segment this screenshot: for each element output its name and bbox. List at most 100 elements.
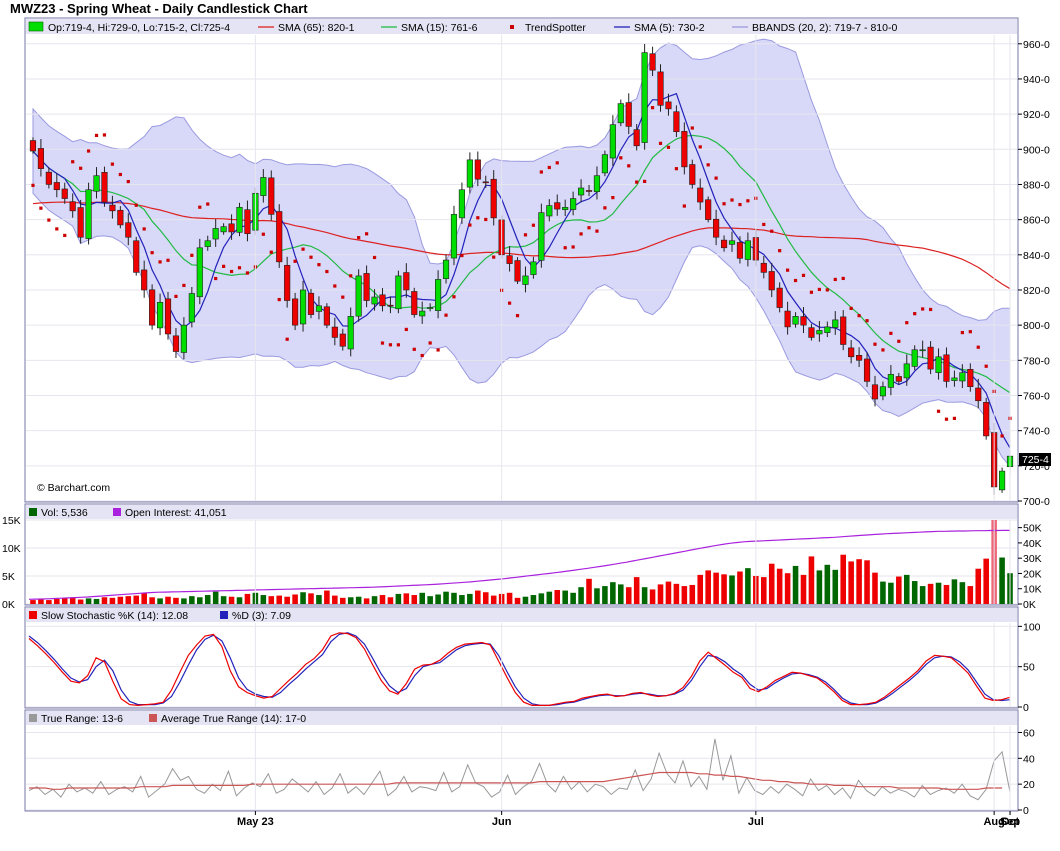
candle-body [331,326,338,338]
candle [554,194,561,216]
tr-legend-swatch [29,714,37,722]
trendspotter-marker [627,164,631,168]
candle [482,175,489,188]
candle [983,397,990,440]
trendspotter-marker [587,226,591,230]
volume-right-tick-label: 0K [1023,599,1036,611]
volume-bar [363,598,370,604]
price-tick-label: 760-0 [1023,390,1050,402]
volume-right-tick-label: 50K [1023,523,1042,535]
volume-bar [530,595,537,604]
candle-body [53,182,60,191]
volume-bar [379,595,386,604]
d-legend-swatch [220,611,228,619]
candle-body [156,301,164,329]
volume-bar [840,554,846,604]
candle [744,232,751,267]
trendspotter-marker [86,149,91,153]
oi-legend-swatch [113,508,121,516]
candle-body [204,240,211,247]
true-range-panel [24,709,1019,812]
candle-body [244,209,251,235]
x-tick-label: Sep [1000,816,1020,828]
candle-body [85,189,92,239]
volume-bar [30,600,36,604]
candle-body [77,207,84,238]
candle-body [403,272,410,291]
candle [832,311,839,335]
candle-body [681,131,688,168]
candle [395,270,402,314]
candle [601,150,608,177]
volume-bar [339,597,346,604]
candle-body [45,171,52,185]
price-legend-bar [26,19,1017,34]
volume-left-tick-label: 15K [2,515,21,527]
volume-legend-bar [26,505,1017,519]
candle-body [641,52,648,143]
volume-bar [403,593,410,604]
trendspotter-marker [380,341,385,345]
candle-body [879,386,887,397]
trendspotter-marker [63,233,67,238]
stochastic-lines [28,632,1011,707]
candle-body [347,316,354,350]
volume-bar [77,599,84,604]
candle-body [943,354,950,382]
trendspotter-marker [873,342,877,346]
trendspotter-marker [889,331,893,335]
trendspotter-marker [444,313,448,317]
true-range-lines [28,738,1011,801]
x-tick-label: Aug [983,816,1004,828]
candle [871,375,879,407]
trendspotter-marker [31,183,35,187]
candle [387,296,394,314]
volume-bar [872,572,878,604]
candle-body [355,275,362,317]
sma15-legend: SMA (15): 761-6 [401,22,478,34]
candle-body [522,275,529,285]
candle [705,196,712,223]
candle [522,266,529,293]
candle [697,178,704,210]
volume-bar [602,586,608,604]
trendspotter-marker [905,321,909,325]
volume-bar [189,596,195,604]
candle [228,214,235,240]
stochastic-legend: Slow Stochastic %K (14): 12.08 %D (3): 7… [29,610,291,622]
candle [657,64,664,112]
candle-body [999,470,1006,491]
chart-title: MWZ23 - Spring Wheat - Daily Candlestick… [10,1,308,16]
trendspotter-marker [603,206,607,210]
trendspotter-marker [857,314,861,318]
trendspotter-marker [563,246,567,250]
candle [371,289,378,311]
trendspotter-marker [134,203,138,207]
price-grid [26,43,1017,502]
volume-bar [665,581,672,604]
candle [292,292,299,331]
candle-body [427,307,434,309]
candle [61,182,68,204]
trendspotter-marker [420,353,424,358]
trendspotter-marker [476,216,480,220]
candle [538,203,545,268]
price-tick-label: 840-0 [1023,250,1050,262]
volume-bar [371,596,378,604]
candle-body [307,292,315,315]
trendspotter-marker [436,348,440,352]
price-tick-label: 960-0 [1023,39,1050,51]
volume-bar [236,597,243,604]
trendspotter-marker [285,337,289,341]
volume-bar [244,593,251,604]
trendspotter-marker [793,278,798,283]
candle-body [689,164,696,185]
last-price-tag-text: 725-4 [1022,454,1049,466]
candle [458,182,466,224]
candle-body [371,296,378,305]
volume-bar [212,591,219,604]
candle [530,256,537,279]
price-tick-label: 700-0 [1023,496,1050,508]
k-legend-swatch [29,611,37,619]
candle [347,307,354,357]
